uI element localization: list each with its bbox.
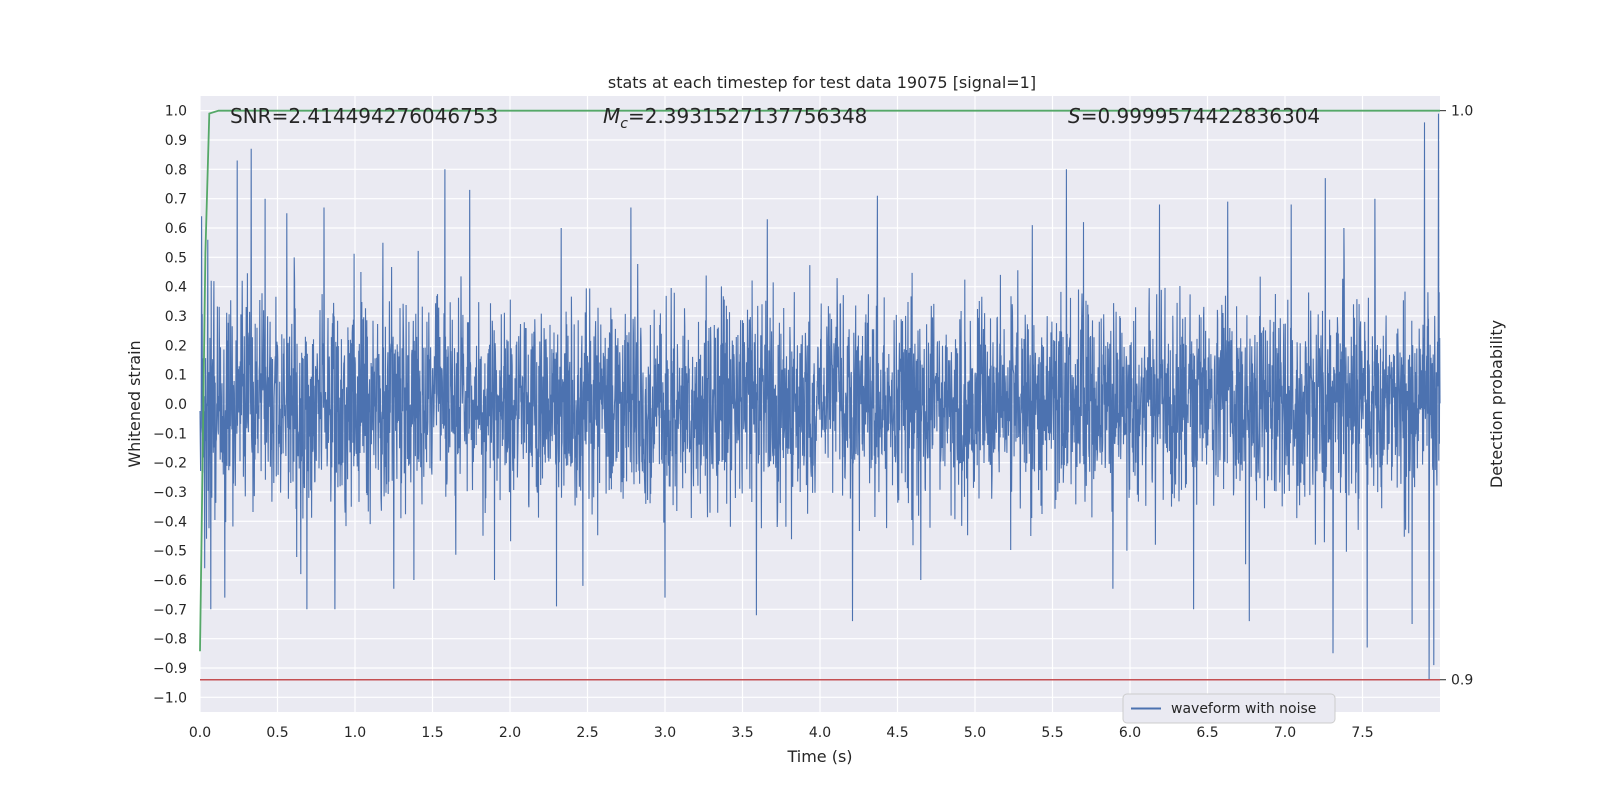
y-tick-label: 0.1 <box>165 368 187 384</box>
legend-label: waveform with noise <box>1171 701 1316 717</box>
y-tick-label: −0.5 <box>153 544 187 560</box>
y-tick-label: −0.1 <box>153 426 187 442</box>
x-tick-label: 6.0 <box>1119 725 1141 741</box>
chart-title: stats at each timestep for test data 190… <box>608 73 1036 92</box>
x-tick-label: 7.0 <box>1274 725 1296 741</box>
x-tick-label: 3.0 <box>654 725 676 741</box>
y-tick-label: −0.9 <box>153 661 187 677</box>
x-tick-label: 0.0 <box>189 725 211 741</box>
y-tick-label: −0.7 <box>153 602 187 618</box>
y2-tick-label: 0.9 <box>1451 673 1473 689</box>
y-tick-label: 0.4 <box>165 280 187 296</box>
x-tick-label: 4.0 <box>809 725 831 741</box>
chirp-mass-subscript: c <box>620 116 628 132</box>
y-tick-label: −0.2 <box>153 456 187 472</box>
x-tick-label: 1.5 <box>421 725 443 741</box>
y2-tick-label: 1.0 <box>1451 104 1473 120</box>
y2-axis-label: Detection probability <box>1487 320 1506 488</box>
y-tick-label: 0.9 <box>165 133 187 149</box>
y-tick-label: −1.0 <box>153 690 187 706</box>
legend: waveform with noise <box>1122 693 1336 724</box>
y-tick-label: −0.6 <box>153 573 187 589</box>
y-tick-label: 0.8 <box>165 162 187 178</box>
chirp-mass-annotation: Mc=2.3931527137756348 <box>603 104 867 132</box>
x-tick-label: 2.0 <box>499 725 521 741</box>
legend-box <box>1122 693 1336 724</box>
y-tick-label: −0.4 <box>153 514 187 530</box>
x-tick-label: 3.5 <box>731 725 753 741</box>
x-tick-label: 4.5 <box>886 725 908 741</box>
y-tick-label: 0.7 <box>165 192 187 208</box>
y-axis-ticks: −1.0 −0.9 −0.8 −0.7 −0.6 −0.5 −0.4 −0.3 −0.2 −0.1… <box>153 104 187 707</box>
probability-series <box>199 109 1440 681</box>
s-annotation-value: =0.9999574422836304 <box>1081 104 1320 128</box>
chirp-mass-symbol: M <box>603 104 620 128</box>
y-axis-label: Whitened strain <box>125 340 144 467</box>
x-axis-label: Time (s) <box>786 747 852 766</box>
y-tick-label: 0.3 <box>165 309 187 325</box>
y2-axis-ticks: 0.9 1.0 <box>1440 104 1473 689</box>
x-tick-label: 5.0 <box>964 725 986 741</box>
x-tick-label: 7.5 <box>1351 725 1373 741</box>
x-tick-label: 0.5 <box>266 725 288 741</box>
x-tick-label: 6.5 <box>1196 725 1218 741</box>
y-tick-label: 0.0 <box>165 397 187 413</box>
waveform-series <box>199 113 1441 680</box>
x-tick-label: 2.5 <box>576 725 598 741</box>
y-tick-label: 1.0 <box>165 104 187 120</box>
snr-annotation: SNR=2.414494276046753 <box>230 104 498 128</box>
y-tick-label: 0.2 <box>165 338 187 354</box>
waveform-line <box>199 113 1441 680</box>
y-tick-label: 0.6 <box>165 221 187 237</box>
snr-annotation-value: =2.414494276046753 <box>272 104 499 128</box>
s-annotation-symbol: S <box>1068 104 1081 128</box>
y-tick-label: 0.5 <box>165 250 187 266</box>
snr-annotation-prefix: SNR <box>230 104 272 128</box>
y-tick-label: −0.8 <box>153 632 187 648</box>
y-tick-label: −0.3 <box>153 485 187 501</box>
x-tick-label: 5.5 <box>1041 725 1063 741</box>
detection-probability-line <box>199 109 1440 652</box>
s-annotation: S=0.9999574422836304 <box>1068 104 1320 128</box>
chirp-mass-value: =2.3931527137756348 <box>628 104 867 128</box>
x-axis-ticks: 0.0 0.5 1.0 1.5 2.0 2.5 3.0 3.5 4.0 4.5 5.0 5.5 6.0 6… <box>189 725 1374 741</box>
x-tick-label: 1.0 <box>344 725 366 741</box>
